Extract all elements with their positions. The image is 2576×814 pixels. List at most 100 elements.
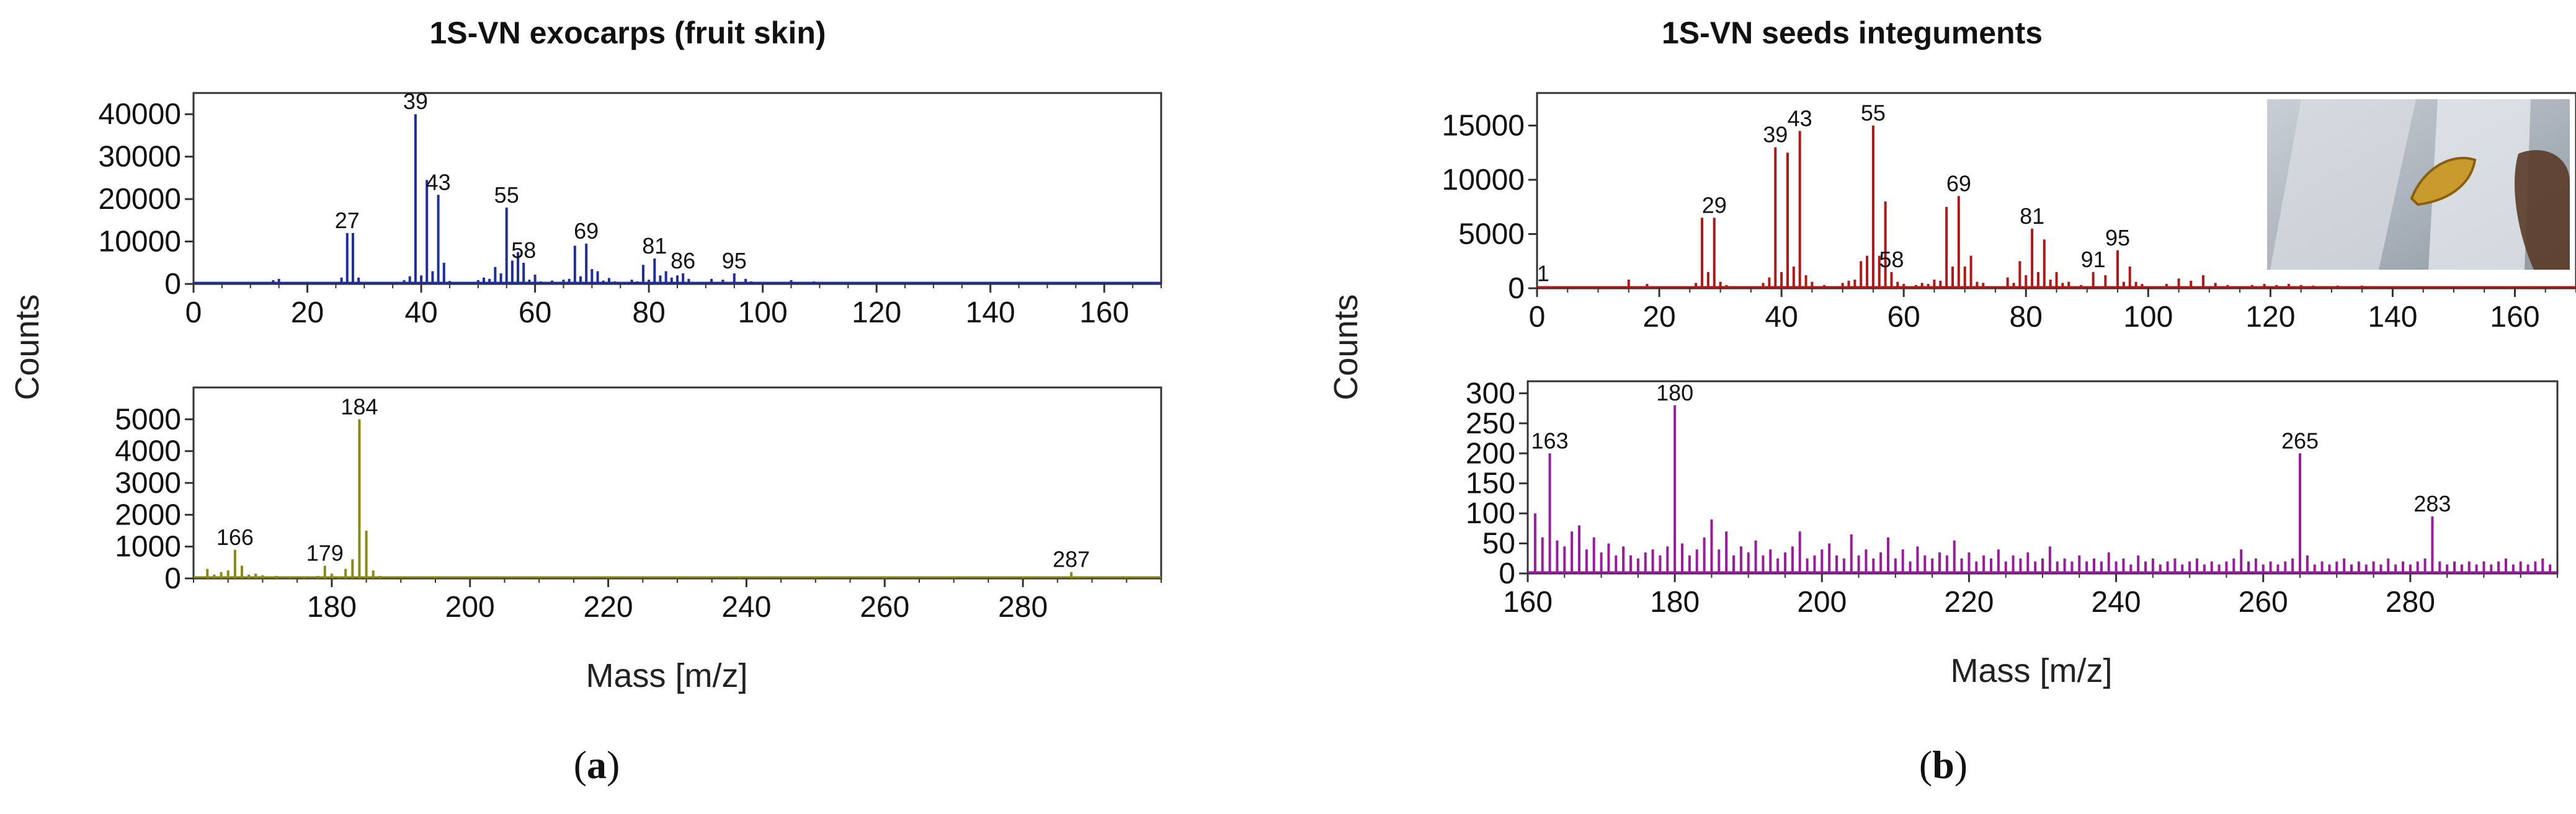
peak-label: 39 [403,89,428,114]
panel-a-bottom-frame [192,386,1162,580]
y-tick-label: 10000 [1442,164,1525,197]
x-tick-label: 0 [185,296,202,329]
x-tick-label: 60 [519,296,551,329]
x-tick-label: 220 [584,591,633,624]
y-tick-label: 2000 [115,498,181,531]
panel-b-xlabel: Mass [m/z] [1950,652,2112,689]
panel-b-ylabel: Counts [1327,294,1365,400]
x-tick-label: 260 [2239,586,2288,619]
x-tick-label: 100 [2123,301,2173,334]
peak-label: 283 [2413,491,2451,516]
panel-a-xlabel: Mass [m/z] [586,657,747,694]
peak-label: 29 [1702,192,1727,218]
peak-label: 81 [2020,203,2044,229]
peak-label: 81 [642,233,667,259]
x-tick-label: 0 [1529,301,1546,334]
peak-label: 69 [574,218,599,244]
y-tick-label: 1000 [115,531,181,564]
peak-label: 27 [335,208,360,233]
x-tick-label: 160 [1079,296,1129,329]
panel-a-title: 1S-VN exocarps (fruit skin) [429,15,826,50]
peak-label: 58 [1879,247,1904,272]
panel-b-bottom-plot: 160 180 200 220 240 260 280050100150200250300 … [1466,377,2559,619]
panel-b-bottom-peak-labels: 163 180 265 283 [1531,380,2451,516]
y-tick-label: 4000 [115,435,181,468]
panel-a-caption: (a) [574,743,620,787]
x-tick-label: 180 [307,591,357,624]
x-tick-label: 260 [860,591,909,624]
peak-label: 166 [216,524,254,550]
y-tick-label: 50 [1482,528,1515,560]
peak-label: 265 [2281,428,2319,453]
x-tick-label: 160 [1503,586,1553,619]
y-tick-label: 250 [1466,407,1515,440]
panel-b-caption: (b) [1919,743,1968,787]
x-tick-label: 40 [404,296,437,329]
peak-label: 58 [511,237,536,263]
y-tick-label: 15000 [1442,110,1525,143]
x-tick-label: 80 [2010,301,2043,334]
peak-label: 86 [671,248,695,273]
peak-label: 91 [2081,247,2106,272]
y-tick-label: 5000 [115,403,181,436]
peak-label: 43 [1788,105,1812,131]
panel-a-bottom-peaks [194,419,1161,578]
y-tick-label: 0 [164,562,181,595]
panel-a-top-peaks [194,114,1161,284]
y-tick-label: 3000 [115,467,181,500]
y-tick-label: 0 [1499,557,1515,590]
peak-label: 69 [1946,170,1971,196]
x-tick-label: 200 [445,591,495,624]
peak-label: 287 [1053,547,1090,572]
panel-b-title: 1S-VN seeds integuments [1662,15,2043,50]
x-tick-label: 280 [998,591,1048,624]
x-tick-label: 240 [2092,586,2141,619]
x-tick-label: 100 [738,296,788,329]
peak-label: 43 [426,169,451,195]
panel-b-bottom-peaks [1528,405,2557,573]
seed-integument-photo-inset [2267,99,2570,270]
panel-a-bottom-plot: 180 200 220 240 260 280010002000300040005000 … [115,386,1162,624]
y-tick-label: 20000 [99,183,181,216]
peak-label: 95 [722,248,747,273]
y-tick-label: 100 [1466,497,1515,530]
panel-a-top-ticks: 0 20 40 60 80 100 120 140 160 0 10000 20000 30000 400… [99,98,1162,329]
peak-label: 1 [1537,261,1549,286]
peak-label: 180 [1656,380,1693,405]
peak-label: 95 [2105,225,2130,250]
y-tick-label: 0 [164,268,181,301]
x-tick-label: 180 [1650,586,1700,619]
peak-label: 55 [494,182,519,208]
panel-a-ylabel: Counts [9,294,46,400]
x-tick-label: 120 [2245,301,2295,334]
x-tick-label: 200 [1797,586,1847,619]
x-tick-label: 160 [2490,301,2539,334]
peak-label: 179 [306,540,344,565]
y-tick-label: 200 [1466,437,1515,470]
y-tick-label: 30000 [99,141,181,174]
y-tick-label: 150 [1466,467,1515,500]
panel-a-top-plot: 0 20 40 60 80 100 120 140 160 0 10000 20000 30000 400… [99,89,1162,329]
x-tick-label: 20 [291,296,324,329]
x-tick-label: 280 [2386,586,2435,619]
y-tick-label: 10000 [99,226,181,259]
x-tick-label: 120 [852,296,901,329]
y-tick-label: 300 [1466,377,1515,410]
peak-label: 55 [1861,100,1886,126]
panel-a-top-frame [192,92,1162,285]
x-tick-label: 240 [721,591,771,624]
peak-label: 184 [341,394,378,419]
panel-b-top-ticks: 0 20 40 60 80 100 120 140 160 0 5000 10000 15000 [1442,110,2576,334]
x-tick-label: 140 [966,296,1015,329]
panel-b-top-plot: 0 20 40 60 80 100 120 140 160 0 5000 10000 15000 1 29… [1442,92,2576,334]
x-tick-label: 40 [1765,301,1798,334]
x-tick-label: 220 [1944,586,1994,619]
peak-label: 163 [1531,428,1569,453]
x-tick-label: 20 [1642,301,1675,334]
peak-label: 39 [1763,122,1788,148]
